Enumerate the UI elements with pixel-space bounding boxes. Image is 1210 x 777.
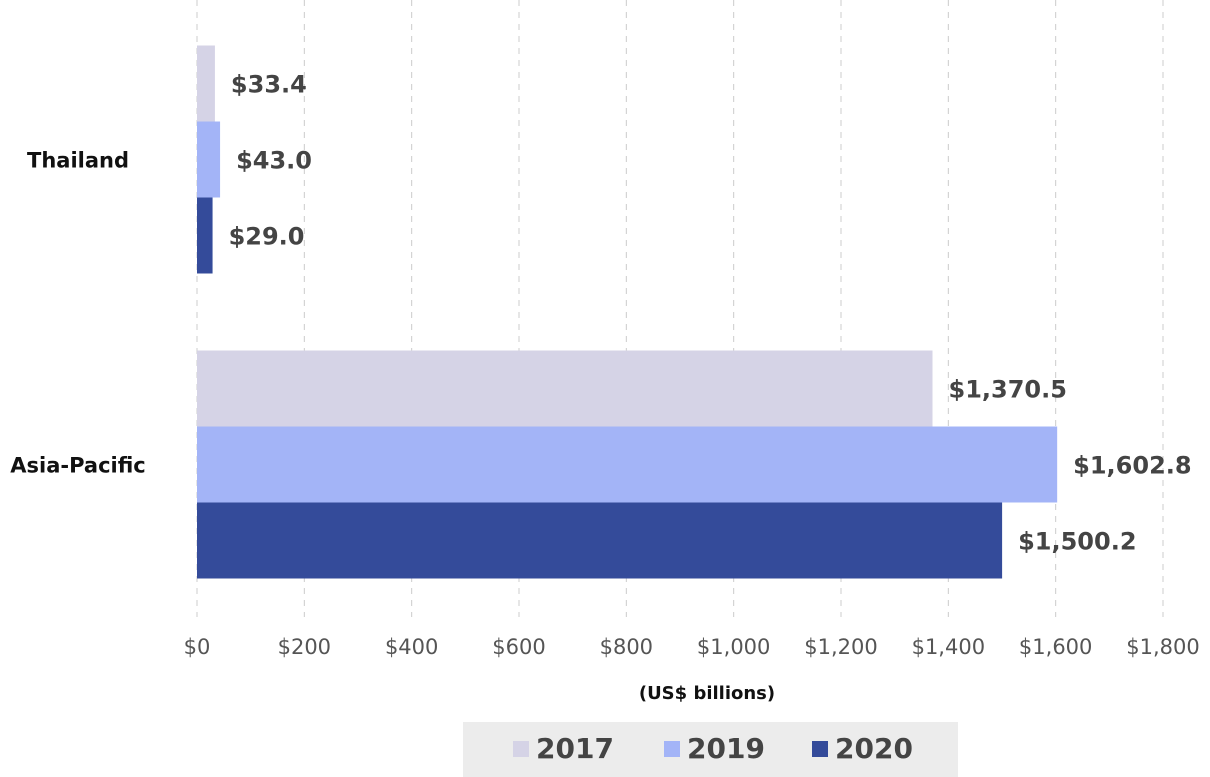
bar (197, 502, 1003, 579)
value-label: $29.0 (229, 223, 305, 251)
legend-box (463, 722, 958, 777)
legend-swatch (513, 741, 529, 757)
x-tick-label: $1,400 (912, 635, 985, 659)
bar (197, 350, 933, 427)
x-tick-label: $1,200 (804, 635, 877, 659)
bar (197, 121, 221, 198)
value-label: $1,370.5 (949, 376, 1067, 404)
value-label: $1,500.2 (1018, 528, 1136, 556)
x-tick-label: $1,800 (1126, 635, 1199, 659)
category-label: Thailand (27, 149, 129, 173)
value-label: $33.4 (231, 71, 307, 99)
legend-label: 2019 (687, 732, 765, 765)
legend-label: 2017 (536, 732, 614, 765)
category-label: Asia-Pacific (10, 454, 146, 478)
legend-swatch (812, 741, 828, 757)
legend-swatch (664, 741, 680, 757)
x-axis-title: (US$ billions) (639, 683, 775, 704)
legend-label: 2020 (835, 732, 913, 765)
bar (197, 45, 215, 122)
x-tick-label: $400 (385, 635, 438, 659)
x-tick-label: $600 (492, 635, 545, 659)
value-label: $1,602.8 (1073, 452, 1191, 480)
x-tick-label: $1,000 (697, 635, 770, 659)
x-tick-label: $200 (278, 635, 331, 659)
bar (197, 426, 1058, 503)
value-label: $43.0 (236, 147, 312, 175)
x-tick-label: $0 (184, 635, 211, 659)
bar (197, 197, 213, 274)
x-tick-label: $800 (600, 635, 653, 659)
x-tick-label: $1,600 (1019, 635, 1092, 659)
